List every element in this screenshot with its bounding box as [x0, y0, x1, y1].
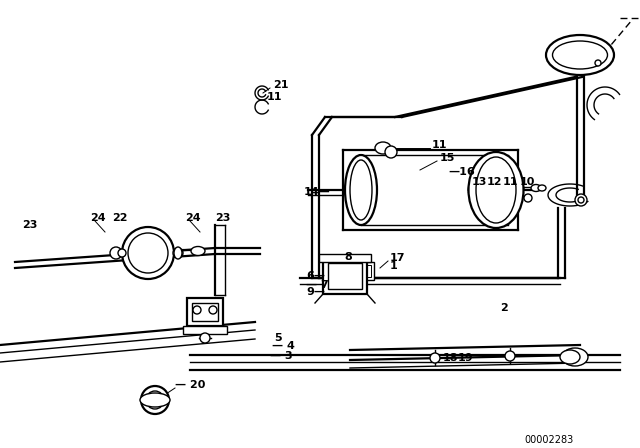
Text: 24: 24: [90, 213, 106, 223]
Bar: [353, 265, 371, 277]
Text: 2: 2: [500, 303, 508, 313]
Circle shape: [505, 351, 515, 361]
Bar: [323, 258, 367, 294]
Text: 23: 23: [215, 213, 230, 223]
Ellipse shape: [538, 185, 546, 191]
Circle shape: [578, 197, 584, 203]
Bar: [319, 254, 371, 262]
Text: —16: —16: [448, 167, 475, 177]
Circle shape: [595, 60, 601, 66]
Circle shape: [387, 148, 395, 156]
Bar: [350, 262, 374, 280]
Ellipse shape: [345, 155, 377, 225]
Text: 14—: 14—: [304, 187, 331, 197]
Circle shape: [141, 386, 169, 414]
Circle shape: [173, 248, 183, 258]
Circle shape: [146, 391, 164, 409]
Text: 15: 15: [440, 153, 456, 163]
Ellipse shape: [546, 35, 614, 75]
Ellipse shape: [140, 393, 170, 407]
Circle shape: [209, 306, 217, 314]
Circle shape: [524, 194, 532, 202]
Text: 11: 11: [432, 140, 447, 150]
Ellipse shape: [531, 185, 541, 191]
Text: — 7: — 7: [306, 280, 329, 290]
Ellipse shape: [562, 348, 588, 366]
Circle shape: [110, 247, 122, 259]
Circle shape: [122, 227, 174, 279]
Text: 19: 19: [458, 353, 474, 363]
Text: 5: 5: [274, 333, 282, 343]
Text: 21: 21: [273, 80, 289, 90]
Ellipse shape: [560, 350, 580, 364]
Ellipse shape: [468, 152, 524, 228]
Text: — 20: — 20: [175, 380, 205, 390]
Bar: [328, 263, 362, 289]
Bar: [183, 326, 227, 334]
Text: 13: 13: [472, 177, 488, 187]
Text: 00002283: 00002283: [524, 435, 573, 445]
Text: 18: 18: [443, 353, 458, 363]
Text: 22: 22: [112, 213, 127, 223]
Text: 12: 12: [487, 177, 502, 187]
Bar: [192, 303, 218, 321]
Circle shape: [575, 194, 587, 206]
Circle shape: [385, 146, 397, 158]
Text: 11: 11: [267, 92, 282, 102]
Text: 8: 8: [344, 252, 352, 262]
Ellipse shape: [174, 247, 182, 259]
Ellipse shape: [191, 246, 205, 255]
Text: 9—: 9—: [306, 287, 325, 297]
Text: 10: 10: [520, 177, 536, 187]
Bar: [187, 298, 223, 326]
Text: 17: 17: [390, 253, 406, 263]
Ellipse shape: [476, 157, 516, 223]
Text: — 3: — 3: [270, 351, 292, 361]
Circle shape: [128, 233, 168, 273]
Ellipse shape: [552, 41, 607, 69]
Text: 1: 1: [390, 261, 397, 271]
Ellipse shape: [350, 160, 372, 220]
Text: 24: 24: [185, 213, 200, 223]
Text: 23: 23: [22, 220, 37, 230]
Circle shape: [118, 249, 126, 257]
Circle shape: [193, 306, 201, 314]
Text: 11: 11: [503, 177, 518, 187]
Circle shape: [200, 333, 210, 343]
Text: 6—: 6—: [306, 271, 325, 281]
Ellipse shape: [375, 142, 391, 154]
Text: — 4: — 4: [272, 341, 295, 351]
Circle shape: [430, 353, 440, 363]
